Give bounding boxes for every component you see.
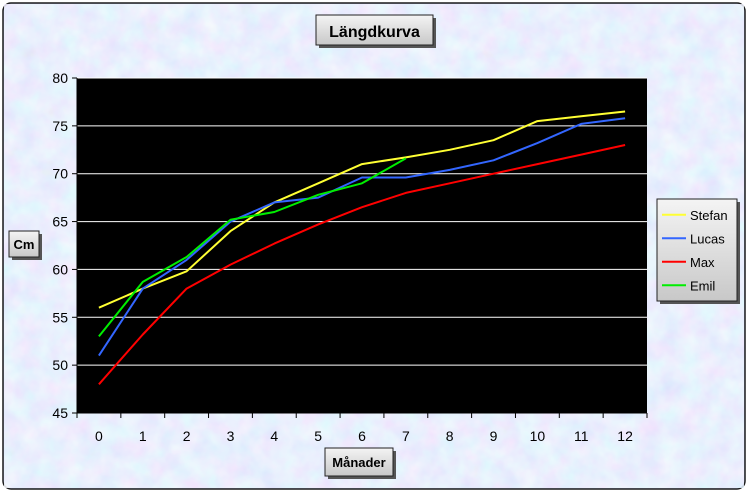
legend-label: Stefan [690,208,728,223]
series-line-lucas [98,117,626,357]
y-ticks: 45 50 55 60 65 70 75 80 [52,70,77,421]
x-ticks: 0 1 2 3 4 5 6 7 8 9 10 11 12 [76,413,648,444]
x-tick-label: 7 [402,428,410,444]
y-tick-label: 60 [52,261,68,277]
y-tick-label: 65 [52,214,68,230]
legend: Stefan Lucas Max Emil [656,198,740,304]
y-tick-label: 75 [52,118,68,134]
x-tick-label: 1 [139,428,147,444]
y-tick-label: 50 [52,357,68,373]
y-axis-label: Cm [8,230,42,260]
plot-area [77,78,647,413]
x-tick-label: 4 [270,428,278,444]
x-tick-label: 2 [183,428,191,444]
x-tick-label: 0 [95,428,103,444]
series-line-emil [98,157,407,338]
legend-label: Emil [690,278,715,293]
legend-label: Max [690,255,715,270]
series-lines [98,110,626,385]
x-tick-label: 5 [314,428,322,444]
y-axis-label-text: Cm [14,237,35,252]
y-tick-label: 45 [52,405,68,421]
y-tick-label: 70 [52,166,68,182]
axes [76,78,647,414]
series-line-stefan [98,110,626,309]
y-tick-label: 80 [52,70,68,86]
chart-title-text: Längdkurva [329,24,420,41]
y-tick-label: 55 [52,309,68,325]
x-axis-label-text: Månader [332,455,385,470]
x-tick-label: 3 [227,428,235,444]
x-tick-label: 12 [617,428,633,444]
series-line-max [98,144,626,385]
x-axis-label: Månader [324,447,396,479]
x-tick-label: 6 [358,428,366,444]
x-tick-label: 10 [530,428,546,444]
chart-title: Längdkurva [315,14,436,48]
legend-box [656,198,738,302]
x-tick-label: 9 [490,428,498,444]
legend-label: Lucas [690,231,725,246]
x-tick-label: 11 [574,428,589,444]
x-tick-label: 8 [446,428,454,444]
